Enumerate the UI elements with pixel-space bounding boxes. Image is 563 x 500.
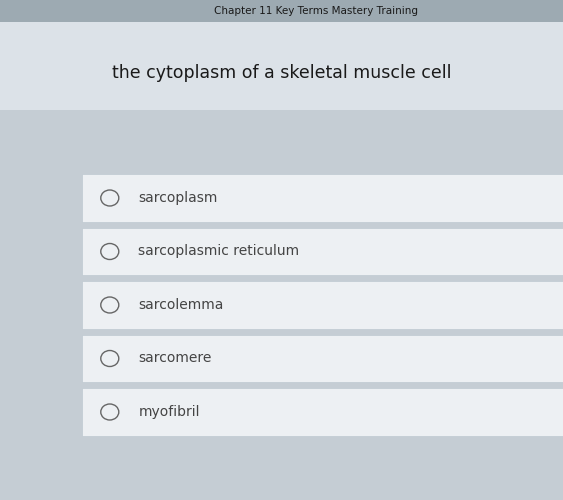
Text: sarcolemma: sarcolemma [138, 298, 224, 312]
Text: sarcoplasmic reticulum: sarcoplasmic reticulum [138, 244, 300, 258]
FancyBboxPatch shape [0, 0, 563, 22]
FancyBboxPatch shape [82, 174, 563, 222]
Text: sarcomere: sarcomere [138, 352, 212, 366]
Text: sarcoplasm: sarcoplasm [138, 191, 218, 205]
Text: the cytoplasm of a skeletal muscle cell: the cytoplasm of a skeletal muscle cell [111, 64, 452, 82]
Text: Chapter 11 Key Terms Mastery Training: Chapter 11 Key Terms Mastery Training [214, 6, 418, 16]
FancyBboxPatch shape [82, 335, 563, 382]
FancyBboxPatch shape [82, 228, 563, 275]
FancyBboxPatch shape [82, 388, 563, 436]
FancyBboxPatch shape [0, 22, 563, 110]
FancyBboxPatch shape [82, 281, 563, 329]
Text: myofibril: myofibril [138, 405, 200, 419]
